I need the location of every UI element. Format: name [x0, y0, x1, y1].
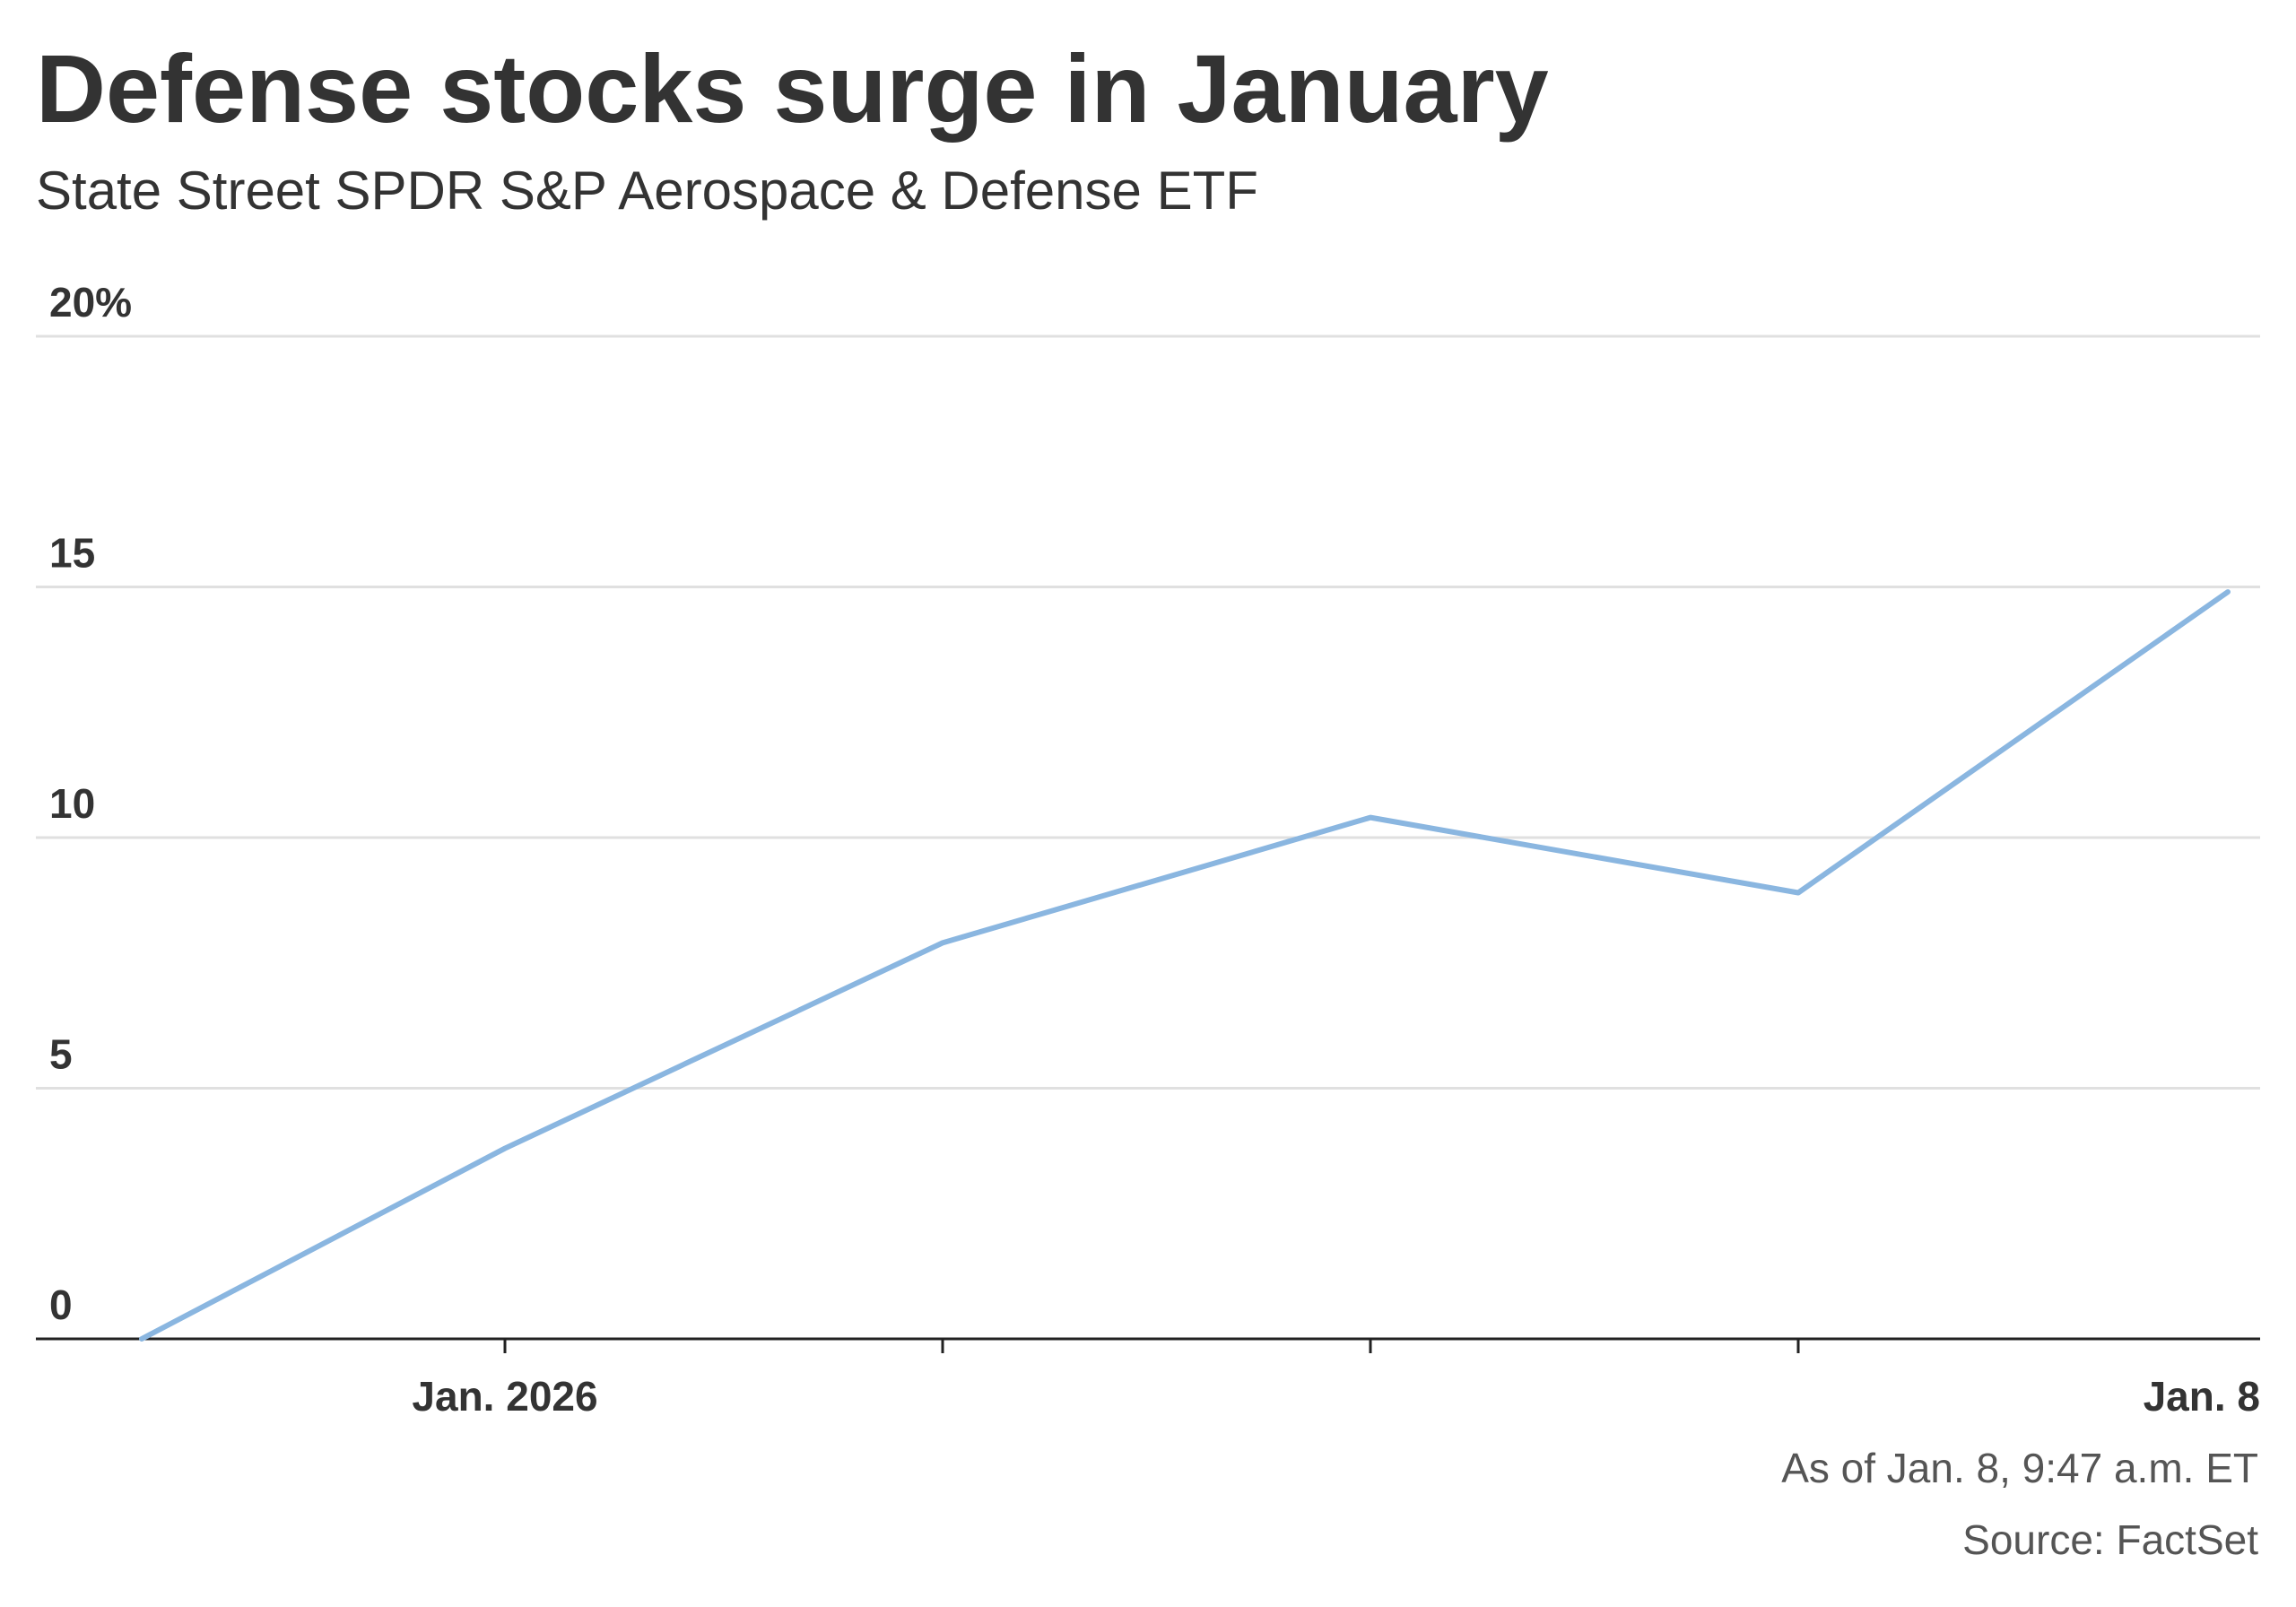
y-tick-label: 20% [49, 279, 132, 326]
y-tick-label: 5 [49, 1031, 73, 1078]
y-tick-label: 15 [49, 530, 95, 577]
y-tick-label: 10 [49, 780, 95, 827]
x-tick-label: Jan. 2026 [412, 1373, 597, 1420]
source-note: Source: FactSet [1962, 1516, 2258, 1563]
x-tick-label: Jan. 8 [2144, 1373, 2260, 1420]
gridlines [36, 334, 2260, 1090]
as-of-note: As of Jan. 8, 9:47 a.m. ET [1781, 1445, 2258, 1491]
series-line [139, 589, 2231, 1342]
x-axis: Jan. 2026 Jan. 8 [36, 1337, 2260, 1420]
chart-subtitle: State Street SPDR S&P Aerospace & Defens… [36, 161, 1258, 221]
chart-title: Defense stocks surge in January [36, 34, 1549, 143]
series-layer [139, 589, 2231, 1342]
y-axis-tick-labels: 0 5 10 15 20% [49, 279, 132, 1328]
y-tick-label: 0 [49, 1281, 73, 1328]
